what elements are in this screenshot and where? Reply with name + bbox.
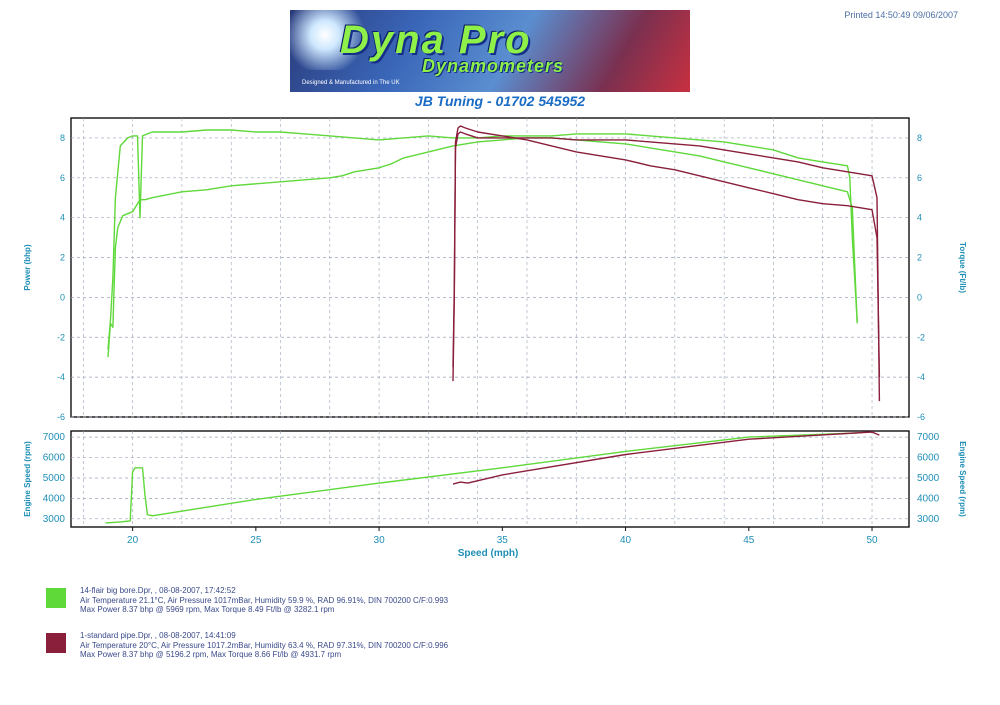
legend-text-run-2: 1-standard pipe.Dpr, , 08-08-2007, 14:41…	[80, 631, 448, 660]
legend-run-2-max: Max Power 8.37 bhp @ 5196.2 rpm, Max Tor…	[80, 650, 342, 659]
legend-run-1-title: 14-flair big bore.Dpr, , 08-08-2007, 17:…	[80, 586, 236, 595]
x-tick-label: 30	[374, 535, 386, 546]
y-tick-left-rpm: 3000	[43, 514, 66, 525]
y-axis-label-left-power: Power (bhp)	[23, 244, 32, 291]
legend-run-1-conditions: Air Temperature 21.1°C, Air Pressure 101…	[80, 595, 449, 605]
y-tick-right-power: 6	[917, 173, 922, 183]
y-tick-right-power: -2	[917, 332, 925, 342]
plot-frame-power	[70, 117, 910, 418]
y-tick-left-rpm: 7000	[43, 432, 66, 443]
y-tick-left-rpm: 6000	[43, 453, 66, 464]
y-tick-right-rpm: 7000	[917, 432, 940, 443]
legend-run-2-title: 1-standard pipe.Dpr, , 08-08-2007, 14:41…	[80, 631, 236, 640]
logo-sub-text: Dynamometers	[422, 56, 565, 76]
series-line-power-3	[452, 131, 881, 402]
x-tick-label: 20	[127, 535, 139, 546]
logo-tagline: Designed & Manufactured in The UK	[302, 80, 400, 86]
y-tick-left-power: -2	[57, 332, 65, 342]
x-tick-label: 25	[250, 535, 262, 546]
y-axis-label-right-rpm: Engine Speed (rpm)	[958, 441, 967, 517]
y-tick-right-power: 4	[917, 213, 922, 223]
y-tick-left-power: 2	[60, 253, 65, 263]
y-tick-right-rpm: 3000	[917, 514, 940, 525]
y-tick-left-power: 8	[60, 133, 65, 143]
series-line-rpm-0	[105, 432, 858, 524]
x-axis-label: Speed (mph)	[458, 548, 519, 559]
printed-timestamp: Printed 14:50:49 09/06/2007	[844, 10, 958, 20]
y-tick-left-power: 4	[60, 213, 65, 223]
legend-text-run-1: 14-flair big bore.Dpr, , 08-08-2007, 17:…	[80, 586, 448, 615]
y-tick-left-rpm: 5000	[43, 473, 66, 484]
logo-brand-text: Dyna Pro	[340, 18, 532, 62]
y-tick-right-power: 8	[917, 133, 922, 143]
page-subtitle: JB Tuning - 01702 545952	[414, 93, 586, 109]
series-line-rpm-1	[452, 431, 880, 485]
series-line-power-1	[107, 129, 858, 350]
y-tick-right-power: -4	[917, 372, 925, 382]
y-tick-right-power: 0	[917, 292, 922, 302]
legend-run-1-max: Max Power 8.37 bhp @ 5969 rpm, Max Torqu…	[80, 605, 335, 614]
y-tick-left-power: -6	[57, 412, 65, 422]
y-tick-right-rpm: 6000	[917, 453, 940, 464]
x-tick-label: 45	[743, 535, 755, 546]
plot-frame-rpm	[70, 430, 910, 528]
y-tick-left-power: -4	[57, 372, 65, 382]
legend-run-2-conditions: Air Temperature 20°C, Air Pressure 1017.…	[80, 640, 449, 650]
dynapro-logo-banner: Dyna Pro Dynamometers Designed & Manufac…	[290, 10, 690, 92]
y-axis-label-left-rpm: Engine Speed (rpm)	[23, 441, 32, 517]
light-flare-decoration	[290, 10, 370, 70]
x-tick-label: 35	[497, 535, 509, 546]
series-line-power-0	[107, 137, 858, 358]
y-tick-left-rpm: 4000	[43, 493, 66, 504]
y-tick-left-power: 6	[60, 173, 65, 183]
y-tick-right-power: 2	[917, 253, 922, 263]
legend-swatch-run-2	[46, 633, 66, 653]
x-tick-label: 50	[866, 535, 878, 546]
legend-swatch-run-1	[46, 588, 66, 608]
y-tick-left-power: 0	[60, 292, 65, 302]
y-tick-right-rpm: 5000	[917, 473, 940, 484]
y-axis-label-right-power: Torque (Ft/lb)	[958, 242, 967, 293]
series-line-power-2	[452, 125, 881, 378]
y-tick-right-power: -6	[917, 412, 925, 422]
y-tick-right-rpm: 4000	[917, 493, 940, 504]
x-tick-label: 40	[620, 535, 632, 546]
